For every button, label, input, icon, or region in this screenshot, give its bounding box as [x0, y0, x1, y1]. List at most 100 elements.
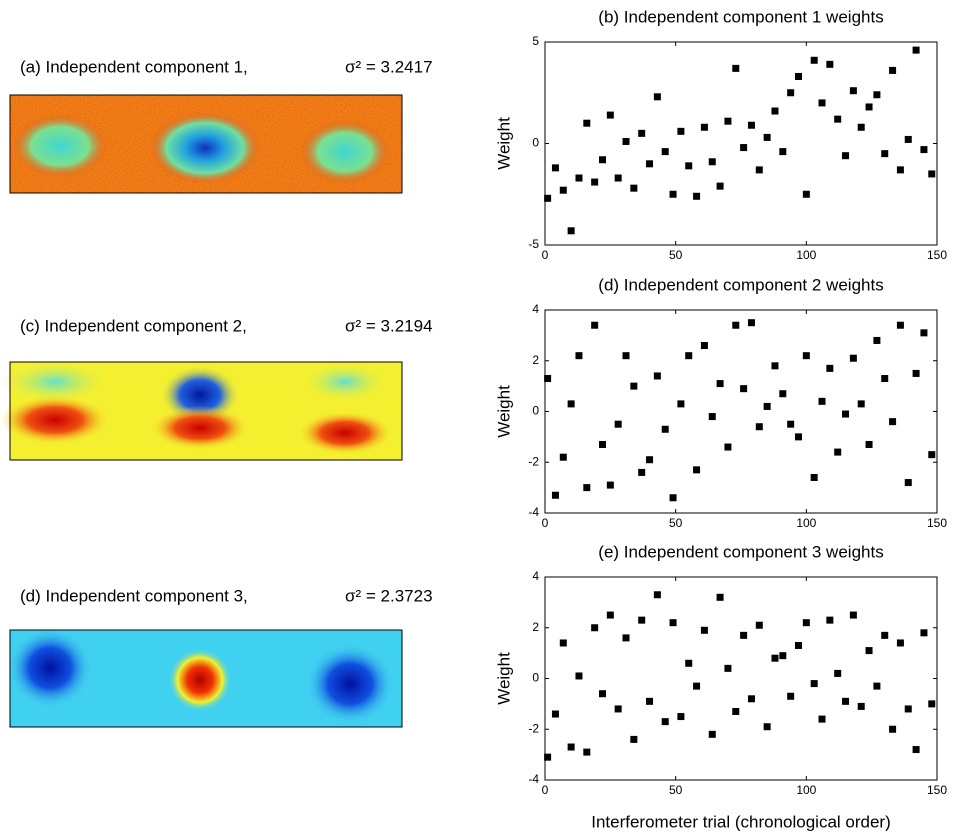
data-point: [653, 93, 661, 101]
data-point: [732, 707, 740, 715]
data-point: [700, 342, 708, 350]
data-point: [771, 654, 779, 662]
data-point: [567, 743, 575, 751]
data-point: [575, 174, 583, 182]
data-point: [865, 647, 873, 655]
data-point: [638, 468, 646, 476]
heatmap-image: [9, 94, 403, 194]
data-point: [810, 473, 818, 481]
data-point: [669, 190, 677, 198]
x-tick-label: 50: [669, 248, 683, 262]
x-tick-label: 150: [927, 516, 947, 530]
data-point: [834, 115, 842, 123]
data-point: [630, 382, 638, 390]
plot-frame: [544, 309, 938, 514]
data-point: [606, 611, 614, 619]
y-tick-label: 0: [532, 136, 539, 150]
data-point: [598, 440, 606, 448]
chart-title: (e) Independent component 3 weights: [598, 542, 883, 561]
data-point: [544, 753, 552, 761]
variance-label: σ² = 2.3723: [345, 586, 433, 605]
data-point: [826, 616, 834, 624]
data-point: [614, 174, 622, 182]
x-tick-label: 0: [542, 248, 549, 262]
data-point: [693, 682, 701, 690]
y-axis-label: Weight: [494, 652, 513, 705]
data-point: [794, 642, 802, 650]
data-point: [700, 626, 708, 634]
x-tick-label: 100: [796, 248, 816, 262]
y-tick-label: -4: [528, 505, 539, 519]
data-point: [630, 184, 638, 192]
data-point: [755, 423, 763, 431]
data-point: [661, 148, 669, 156]
x-tick-label: 100: [796, 783, 816, 797]
y-tick-label: 0: [532, 671, 539, 685]
data-point: [551, 710, 559, 718]
data-point: [787, 692, 795, 700]
plot-frame: [544, 41, 938, 246]
y-tick-label: 4: [532, 569, 539, 583]
data-point: [912, 746, 920, 754]
data-point: [794, 73, 802, 81]
data-point: [920, 329, 928, 337]
data-point: [677, 713, 685, 721]
chart-title: (b) Independent component 1 weights: [598, 7, 883, 26]
data-point: [583, 748, 591, 756]
data-point: [889, 725, 897, 733]
data-point: [693, 466, 701, 474]
y-tick-label: -5: [528, 237, 539, 251]
y-tick-label: -4: [528, 772, 539, 786]
data-point: [708, 158, 716, 166]
data-point: [763, 133, 771, 141]
heatmap-image: [0, 360, 403, 461]
data-point: [889, 418, 897, 426]
data-point: [661, 425, 669, 433]
data-point: [685, 162, 693, 170]
data-point: [575, 672, 583, 680]
data-point: [826, 364, 834, 372]
y-tick-label: 2: [532, 353, 539, 367]
data-point: [896, 321, 904, 329]
data-point: [928, 451, 936, 459]
data-point: [575, 352, 583, 360]
data-point: [747, 695, 755, 703]
data-point: [810, 56, 818, 64]
data-point: [544, 194, 552, 202]
data-point: [787, 420, 795, 428]
data-point: [606, 481, 614, 489]
y-axis-label: Weight: [494, 117, 513, 170]
data-point: [559, 186, 567, 194]
y-axis-label: Weight: [494, 385, 513, 438]
data-point: [740, 144, 748, 152]
data-point: [708, 413, 716, 421]
y-tick-label: 2: [532, 620, 539, 634]
data-point: [881, 631, 889, 639]
data-point: [928, 170, 936, 178]
y-tick-label: 5: [532, 34, 539, 48]
data-point: [849, 354, 857, 362]
data-point: [622, 634, 630, 642]
data-point: [598, 156, 606, 164]
x-axis-label: Interferometer trial (chronological orde…: [591, 812, 891, 831]
data-point: [842, 410, 850, 418]
data-point: [881, 150, 889, 158]
data-point: [834, 669, 842, 677]
data-point: [810, 680, 818, 688]
data-point: [763, 402, 771, 410]
x-tick-label: 150: [927, 248, 947, 262]
data-point: [849, 87, 857, 95]
data-point: [904, 135, 912, 143]
variance-label: σ² = 3.2417: [345, 57, 433, 76]
data-point: [685, 352, 693, 360]
x-tick-label: 50: [669, 783, 683, 797]
image-title: (d) Independent component 3,: [20, 586, 248, 605]
data-point: [747, 121, 755, 129]
data-point: [755, 621, 763, 629]
data-point: [873, 91, 881, 99]
data-point: [818, 397, 826, 405]
data-point: [912, 369, 920, 377]
data-point: [646, 697, 654, 705]
